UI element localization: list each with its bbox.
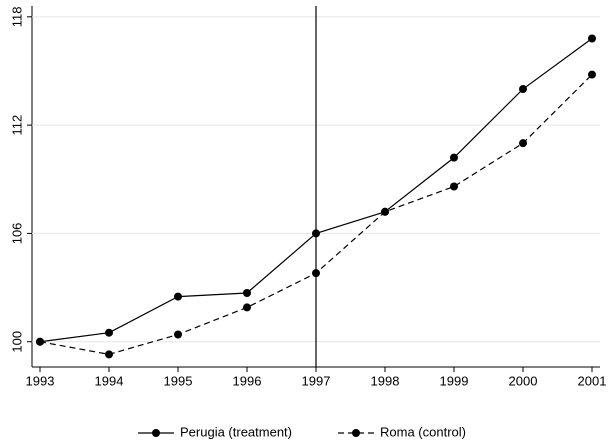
data-point bbox=[243, 303, 251, 312]
legend-marker bbox=[352, 429, 360, 437]
data-point bbox=[312, 269, 320, 278]
legend-label: Perugia (treatment) bbox=[180, 424, 292, 439]
data-point bbox=[381, 207, 389, 216]
x-tick-label: 1993 bbox=[26, 373, 55, 388]
data-point bbox=[588, 70, 596, 79]
x-tick-label: 2000 bbox=[509, 373, 538, 388]
data-point bbox=[312, 229, 320, 238]
data-point bbox=[450, 182, 458, 191]
x-tick-label: 1996 bbox=[233, 373, 262, 388]
data-point bbox=[105, 350, 113, 359]
data-point bbox=[450, 153, 458, 162]
data-point bbox=[519, 85, 527, 94]
data-point bbox=[588, 34, 596, 43]
data-point bbox=[174, 292, 182, 301]
y-tick-label: 100 bbox=[9, 331, 24, 353]
data-point bbox=[174, 330, 182, 339]
x-tick-label: 1998 bbox=[371, 373, 400, 388]
legend-marker bbox=[152, 429, 160, 437]
y-tick-label: 118 bbox=[9, 6, 24, 27]
data-point bbox=[36, 337, 44, 346]
data-point bbox=[105, 328, 113, 337]
x-tick-label: 1994 bbox=[95, 373, 124, 388]
x-tick-label: 2001 bbox=[578, 373, 607, 388]
data-point bbox=[243, 288, 251, 297]
x-tick-label: 1995 bbox=[164, 373, 193, 388]
data-point bbox=[519, 139, 527, 148]
x-tick-label: 1997 bbox=[302, 373, 331, 388]
y-tick-label: 112 bbox=[9, 115, 24, 136]
y-tick-label: 106 bbox=[9, 223, 24, 245]
legend-label: Roma (control) bbox=[380, 424, 466, 439]
x-tick-label: 1999 bbox=[440, 373, 469, 388]
